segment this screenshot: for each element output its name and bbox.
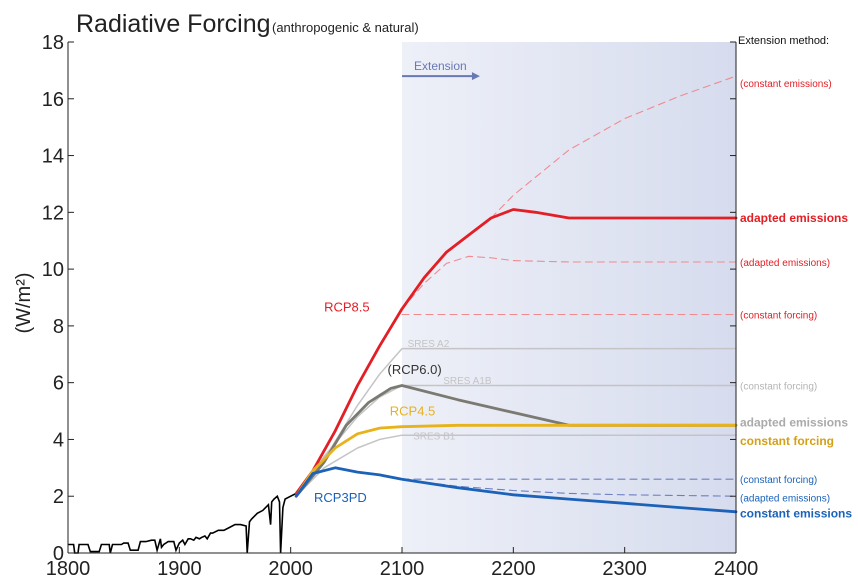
- x-tick-label-5: 2300: [602, 558, 647, 580]
- x-tick-label-1: 1900: [157, 558, 202, 580]
- y-tick-label-2: 4: [53, 429, 64, 451]
- y-tick-label-1: 2: [53, 486, 64, 508]
- series-line-2: [401, 255, 737, 310]
- chart-title: Radiative Forcing: [76, 10, 271, 38]
- y-tick-label-5: 10: [42, 259, 64, 281]
- x-tick-label-4: 2200: [491, 558, 536, 580]
- y-tick-label-9: 18: [42, 32, 64, 54]
- series-label-0: RCP8.5: [324, 300, 370, 315]
- x-tick-label-3: 2100: [380, 558, 425, 580]
- series-line-7: [294, 423, 738, 498]
- series-line-1: [490, 75, 737, 219]
- series-line-9: [294, 466, 738, 514]
- end-label-7: (constant forcing): [740, 475, 817, 486]
- y-tick-label-6: 12: [42, 202, 64, 224]
- y-tick-label-8: 16: [42, 89, 64, 111]
- series-label-7: RCP4.5: [390, 403, 436, 418]
- series-line-0: [294, 208, 738, 495]
- end-label-1: adapted emissions: [740, 211, 848, 225]
- historical-layer: [68, 492, 297, 554]
- labels-layer: RCP8.5 SRES A2 (RCP6.0)SRES A1B RCP4.5 SRES …: [314, 79, 852, 520]
- end-label-8: (adapted emissions): [740, 494, 830, 505]
- series-line-11: [401, 478, 737, 497]
- extension-arrow-head: [471, 72, 480, 81]
- series-label-4: SRES A2: [408, 339, 450, 350]
- y-tick-label-0: 0: [53, 543, 64, 565]
- series-label-5: (RCP6.0): [388, 362, 442, 377]
- y-tick-label-4: 8: [53, 316, 64, 338]
- y-tick-label-7: 14: [42, 146, 64, 168]
- x-tick-label-6: 2400: [714, 558, 759, 580]
- y-axis-label: (W/m²): [13, 272, 35, 333]
- y-tick-label-3: 6: [53, 373, 64, 395]
- series-label-8: SRES B1: [413, 431, 456, 442]
- legend-title: Extension method:: [738, 35, 829, 47]
- x-tick-label-2: 2000: [268, 558, 313, 580]
- end-label-9: constant emissions: [740, 506, 852, 520]
- end-label-4: (constant forcing): [740, 382, 817, 393]
- end-label-2: (adapted emissions): [740, 258, 830, 269]
- end-label-0: (constant emissions): [740, 79, 832, 90]
- end-label-3: (constant forcing): [740, 311, 817, 322]
- series-layer: [294, 75, 738, 514]
- series-label-6: SRES A1B: [443, 376, 492, 387]
- axes-layer: 0 2 4 6 8 10 12 14 16 18 1800 1900 2000 2100 2200 2300 2…: [42, 32, 759, 580]
- chart-subtitle: (anthropogenic & natural): [272, 20, 419, 35]
- end-label-5: adapted emissions: [740, 415, 848, 429]
- extension-arrow-label: Extension: [414, 59, 467, 73]
- extension-region: [402, 42, 736, 553]
- series-label-9: RCP3PD: [314, 490, 367, 505]
- historical-line: [68, 492, 297, 554]
- x-tick-label-0: 1800: [46, 558, 91, 580]
- end-label-6: constant forcing: [740, 434, 834, 448]
